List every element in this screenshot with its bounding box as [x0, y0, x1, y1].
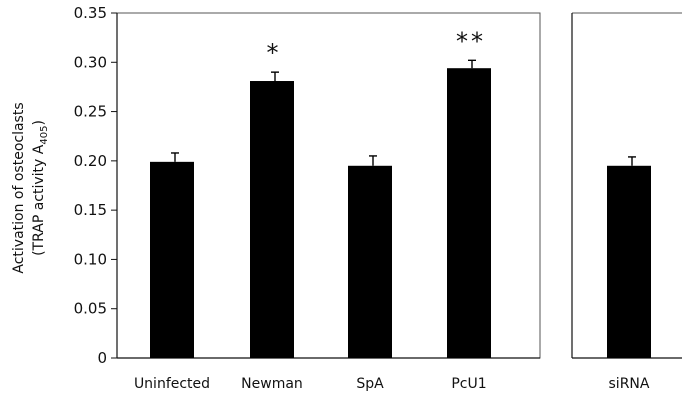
y-axis-title: Activation of osteoclasts (TRAP activity… — [11, 102, 50, 273]
category-label: Newman — [241, 376, 303, 392]
bar — [348, 165, 392, 358]
category-label: PcU1 — [451, 376, 486, 392]
y-tick-label: 0 — [97, 349, 107, 367]
y-tick-label: 0.35 — [74, 4, 107, 22]
significance-marker: * — [267, 39, 282, 67]
bar — [447, 68, 491, 358]
category-label: SpA — [356, 376, 384, 392]
bar — [150, 161, 194, 358]
y-axis-title-line1: Activation of osteoclasts — [11, 102, 27, 273]
category-label: Uninfected — [134, 376, 210, 392]
y-tick-label: 0.05 — [74, 300, 107, 318]
y-tick-label: 0.15 — [74, 201, 107, 219]
sirna-panel: siRNA — [571, 12, 682, 392]
y-tick-label: 0.10 — [74, 250, 107, 268]
category-label: siRNA — [609, 376, 650, 392]
y-tick-label: 0.25 — [74, 103, 107, 121]
y-axis-title-line2: (TRAP activity A405) — [31, 120, 50, 256]
y-tick-label: 0.30 — [74, 53, 107, 71]
bar — [607, 165, 651, 358]
bar — [250, 81, 294, 358]
main-panel: 0 0.05 0.10 0.15 0.20 0.25 0.30 0.35 Uninfected N… — [74, 4, 541, 392]
y-tick-label: 0.20 — [74, 152, 107, 170]
significance-marker: ** — [456, 27, 486, 55]
